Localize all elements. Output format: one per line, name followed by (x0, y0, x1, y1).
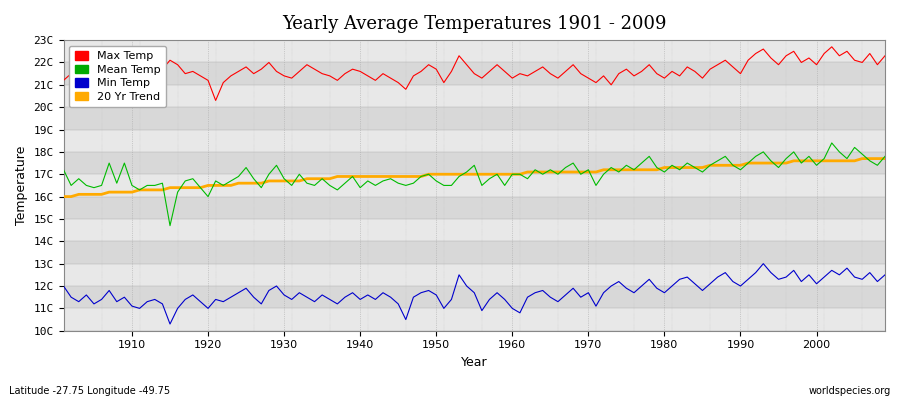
Line: Min Temp: Min Temp (64, 264, 885, 324)
Min Temp (879, 272, 890, 277)
Bar (64, 152, 885, 174)
Mean Temp (826, 140, 837, 145)
Mean Temp (515, 172, 526, 177)
Min Temp (758, 261, 769, 266)
Min Temp (606, 284, 616, 288)
Min Temp (165, 322, 176, 326)
Title: Yearly Average Temperatures 1901 - 2009: Yearly Average Temperatures 1901 - 2009 (282, 15, 667, 33)
Mean Temp (165, 223, 176, 228)
Min Temp (515, 310, 526, 315)
20 Yr Trend (58, 194, 69, 199)
Line: Max Temp: Max Temp (64, 47, 885, 100)
Max Temp (119, 69, 130, 74)
Mean Temp (507, 172, 517, 177)
Bar (64, 40, 885, 62)
Text: worldspecies.org: worldspecies.org (809, 386, 891, 396)
Mean Temp (606, 165, 616, 170)
20 Yr Trend (119, 190, 130, 194)
Max Temp (826, 44, 837, 49)
Bar (64, 286, 885, 308)
Text: Latitude -27.75 Longitude -49.75: Latitude -27.75 Longitude -49.75 (9, 386, 170, 396)
Max Temp (294, 69, 305, 74)
Max Temp (515, 71, 526, 76)
Max Temp (507, 76, 517, 80)
Line: Mean Temp: Mean Temp (64, 143, 885, 226)
Mean Temp (119, 161, 130, 166)
20 Yr Trend (879, 156, 890, 161)
Legend: Max Temp, Mean Temp, Min Temp, 20 Yr Trend: Max Temp, Mean Temp, Min Temp, 20 Yr Tre… (69, 46, 166, 107)
X-axis label: Year: Year (461, 356, 488, 369)
Bar (64, 308, 885, 331)
Min Temp (294, 290, 305, 295)
Mean Temp (879, 154, 890, 159)
Max Temp (339, 71, 350, 76)
Min Temp (58, 284, 69, 288)
20 Yr Trend (286, 178, 297, 183)
Bar (64, 196, 885, 219)
Mean Temp (294, 172, 305, 177)
Line: 20 Yr Trend: 20 Yr Trend (64, 158, 885, 196)
Mean Temp (58, 167, 69, 172)
Bar (64, 107, 885, 130)
Max Temp (58, 78, 69, 83)
20 Yr Trend (507, 172, 517, 177)
Min Temp (507, 306, 517, 311)
Bar (64, 264, 885, 286)
Bar (64, 130, 885, 152)
20 Yr Trend (598, 167, 609, 172)
Y-axis label: Temperature: Temperature (15, 146, 28, 225)
Bar (64, 241, 885, 264)
Bar (64, 219, 885, 241)
Max Temp (606, 82, 616, 87)
Min Temp (339, 295, 350, 300)
Bar (64, 62, 885, 85)
Max Temp (211, 98, 221, 103)
Mean Temp (339, 181, 350, 186)
Max Temp (879, 53, 890, 58)
Min Temp (119, 295, 130, 300)
Bar (64, 85, 885, 107)
20 Yr Trend (500, 172, 510, 177)
Bar (64, 174, 885, 196)
20 Yr Trend (857, 156, 868, 161)
20 Yr Trend (332, 174, 343, 179)
